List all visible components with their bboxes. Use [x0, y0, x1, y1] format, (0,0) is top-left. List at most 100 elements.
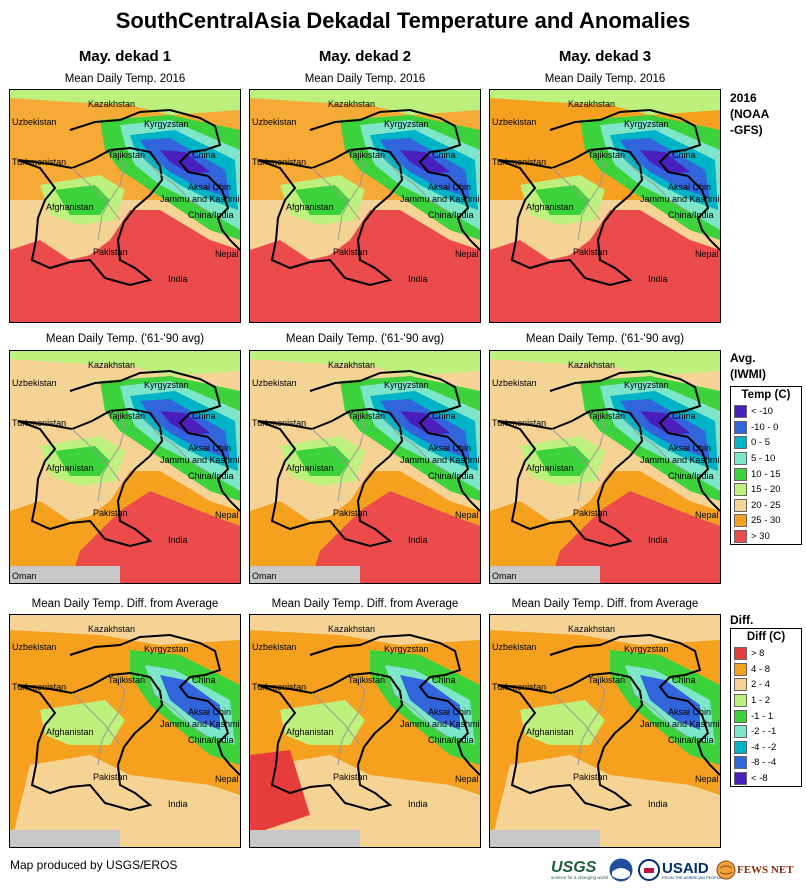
map-label-jammu-and-kashmir: Jammu and Kashmir — [640, 455, 720, 465]
panel-subtitle: Mean Daily Temp. ('61-'90 avg) — [285, 333, 445, 345]
map-difference-dekad-2: Kazakhstan Uzbekistan Kyrgyzstan Tajikistan… — [249, 614, 481, 848]
map-label-afghanistan: Afghanistan — [46, 727, 94, 737]
map-label-aksai-chin: Aksai Chin — [188, 707, 231, 717]
map-label-china: China — [192, 675, 216, 685]
map-label-kyrgyzstan: Kyrgyzstan — [624, 380, 669, 390]
map-label-kazakhstan: Kazakhstan — [328, 360, 375, 370]
map-label-india: India — [648, 799, 668, 809]
map-label-india: India — [168, 535, 188, 545]
map-label-aksai-chin: Aksai Chin — [428, 443, 471, 453]
map-label-uzbekistan: Uzbekistan — [12, 642, 57, 652]
map-label-afghanistan: Afghanistan — [46, 202, 94, 212]
map-label-turkmenistan: Turkmenistan — [252, 157, 306, 167]
map-label-pakistan: Pakistan — [573, 247, 608, 257]
map-label-nepal: Nepal — [695, 249, 719, 259]
map-label-china-india: China/India — [428, 735, 474, 745]
map-label-pakistan: Pakistan — [333, 772, 368, 782]
map-label-afghanistan: Afghanistan — [526, 727, 574, 737]
row-label-difference: Diff. — [730, 612, 753, 628]
legend-swatch — [734, 530, 747, 544]
map-label-china: China — [192, 411, 216, 421]
map-label-china-india: China/India — [188, 210, 234, 220]
legend-item: 0 - 5 — [731, 435, 801, 451]
legend-label: 10 - 15 — [751, 468, 781, 480]
map-label-afghanistan: Afghanistan — [286, 463, 334, 473]
legend-label: -10 - 0 — [751, 421, 779, 433]
map-label-jammu-and-kashmir: Jammu and Kashmir — [160, 455, 240, 465]
legend-label: 1 - 2 — [751, 695, 771, 707]
noaa-emblem-icon — [609, 858, 633, 882]
map-label-china-india: China/India — [668, 210, 714, 220]
map-label-india: India — [648, 535, 668, 545]
legend-title: Temp (C) — [741, 389, 791, 401]
legend-swatch — [734, 694, 747, 708]
map-label-kyrgyzstan: Kyrgyzstan — [624, 119, 669, 129]
map-label-nepal: Nepal — [695, 510, 719, 520]
map-label-china: China — [432, 675, 456, 685]
legend-swatch — [734, 725, 747, 739]
map-label-china: China — [432, 411, 456, 421]
map-label-jammu-and-kashmir: Jammu and Kashmir — [160, 719, 240, 729]
map-label-oman: Oman — [12, 571, 37, 581]
legend-item: < -10 — [731, 404, 801, 420]
column-title-dekad-3: May. dekad 3 — [558, 48, 652, 65]
map-label-oman: Oman — [492, 571, 517, 581]
column-title-dekad-2: May. dekad 2 — [318, 48, 412, 65]
map-label-afghanistan: Afghanistan — [526, 202, 574, 212]
column-title-dekad-1: May. dekad 1 — [78, 48, 172, 65]
map-label-uzbekistan: Uzbekistan — [12, 378, 57, 388]
map-difference-dekad-1: Kazakhstan Uzbekistan Kyrgyzstan Tajikistan… — [9, 614, 241, 848]
map-label-jammu-and-kashmir: Jammu and Kashmir — [160, 194, 240, 204]
panel-subtitle: Mean Daily Temp. ('61-'90 avg) — [45, 333, 205, 345]
map-label-uzbekistan: Uzbekistan — [492, 642, 537, 652]
map-label-nepal: Nepal — [215, 774, 239, 784]
map-label-jammu-and-kashmir: Jammu and Kashmir — [400, 455, 480, 465]
legend-item: 2 - 4 — [731, 677, 801, 693]
map-label-afghanistan: Afghanistan — [286, 202, 334, 212]
legend-swatch — [734, 420, 747, 434]
map-label-nepal: Nepal — [455, 510, 479, 520]
map-label-china-india: China/India — [188, 735, 234, 745]
map-label-kazakhstan: Kazakhstan — [328, 99, 375, 109]
legend-label: 5 - 10 — [751, 453, 776, 465]
map-label-aksai-chin: Aksai Chin — [668, 182, 711, 192]
usaid-logo: USAID FROM THE AMERICAN PEOPLE — [638, 857, 722, 883]
map-label-kyrgyzstan: Kyrgyzstan — [384, 119, 429, 129]
map-label-china-india: China/India — [428, 210, 474, 220]
map-average-dekad-1: Oman Kazakhstan Uzbekistan Kyrgyzstan Tajiki… — [9, 350, 241, 584]
legend-label: > 30 — [751, 531, 770, 543]
map-label-kyrgyzstan: Kyrgyzstan — [144, 119, 189, 129]
map-label-pakistan: Pakistan — [93, 508, 128, 518]
map-label-kazakhstan: Kazakhstan — [568, 624, 615, 634]
temperature-legend: Temp (C) < -10 -10 - 0 0 - 5 5 - 10 10 - 15 1… — [730, 386, 802, 546]
map-label-afghanistan: Afghanistan — [46, 463, 94, 473]
legend-item: -4 - -2 — [731, 740, 801, 756]
map-label-tajikistan: Tajikistan — [348, 675, 385, 685]
map-label-uzbekistan: Uzbekistan — [252, 378, 297, 388]
map-label-jammu-and-kashmir: Jammu and Kashmir — [400, 719, 480, 729]
map-label-tajikistan: Tajikistan — [108, 675, 145, 685]
map-label-oman: Oman — [252, 571, 277, 581]
map-label-india: India — [168, 274, 188, 284]
map-label-aksai-chin: Aksai Chin — [668, 443, 711, 453]
legend-swatch — [734, 467, 747, 481]
map-label-turkmenistan: Turkmenistan — [492, 157, 546, 167]
legend-swatch — [734, 740, 747, 754]
legend-swatch — [734, 756, 747, 770]
panel-subtitle: Mean Daily Temp. 2016 — [64, 73, 186, 85]
map-label-uzbekistan: Uzbekistan — [492, 117, 537, 127]
map-label-china: China — [672, 675, 696, 685]
map-label-kazakhstan: Kazakhstan — [328, 624, 375, 634]
usgs-logo: USGS science for a changing world — [551, 857, 608, 883]
map-label-aksai-chin: Aksai Chin — [668, 707, 711, 717]
map-label-turkmenistan: Turkmenistan — [12, 682, 66, 692]
legend-item: -8 - -4 — [731, 755, 801, 771]
map-label-pakistan: Pakistan — [573, 772, 608, 782]
figure-title: SouthCentralAsia Dekadal Temperature and… — [115, 8, 691, 33]
map-label-jammu-and-kashmir: Jammu and Kashmir — [640, 194, 720, 204]
row-label-2016: 2016 (NOAA -GFS) — [730, 90, 769, 138]
map-label-india: India — [648, 274, 668, 284]
map-label-pakistan: Pakistan — [573, 508, 608, 518]
legend-item: 10 - 15 — [731, 466, 801, 482]
map-label-jammu-and-kashmir: Jammu and Kashmir — [640, 719, 720, 729]
